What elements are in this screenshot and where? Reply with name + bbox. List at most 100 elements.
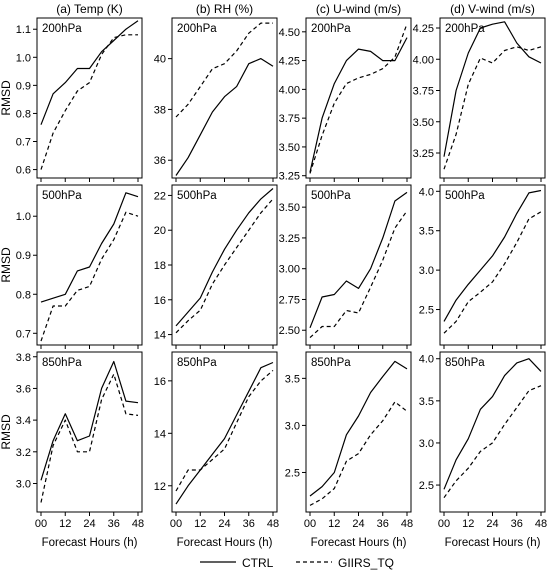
x-tick-label: 00: [438, 518, 450, 530]
y-tick-label: 3.8: [16, 352, 31, 364]
series-line-giirs-tq: [309, 401, 408, 506]
series-line-ctrl: [40, 192, 139, 303]
panel-frame: [439, 351, 546, 513]
y-tick-label: 3.5: [419, 396, 434, 408]
y-tick-label: 3.50: [413, 117, 434, 129]
series-line-giirs-tq: [40, 211, 139, 342]
x-tick-label: 00: [170, 518, 182, 530]
x-axis-label: Forecast Hours (h): [311, 537, 407, 549]
y-tick-label: 3.25: [413, 148, 434, 160]
series-line-giirs-tq: [175, 198, 274, 334]
y-tick-label: 4.0: [419, 186, 434, 198]
x-tick-label: 48: [267, 518, 279, 530]
y-tick-label: 4.00: [279, 84, 300, 96]
pressure-level-label: 500hPa: [311, 190, 351, 202]
y-tick-label: 0.8: [16, 289, 31, 301]
y-tick-label: 3.25: [279, 233, 300, 245]
x-axis-label: Forecast Hours (h): [445, 537, 541, 549]
y-tick-label: 0.7: [16, 137, 31, 149]
y-tick-label: 14: [154, 330, 166, 342]
y-tick-label: 4.0: [419, 354, 434, 366]
series-line-giirs-tq: [175, 22, 273, 118]
x-tick-label: 48: [132, 518, 144, 530]
x-tick-label: 48: [535, 518, 547, 530]
column-title: (d) V-wind (m/s): [450, 2, 535, 16]
x-axis-label: Forecast Hours (h): [177, 537, 273, 549]
series-line-giirs-tq: [443, 211, 542, 334]
series-line-ctrl: [443, 358, 542, 490]
x-tick-label: 12: [194, 518, 206, 530]
y-tick-label: 1.1: [16, 24, 31, 36]
y-tick-label: 2.5: [419, 480, 434, 492]
y-tick-label: 3.0: [285, 420, 300, 432]
panel-frame: [305, 351, 412, 513]
y-tick-label: 2.75: [279, 294, 300, 306]
y-tick-label: 3.0: [16, 478, 31, 490]
y-tick-label: 16: [154, 295, 166, 307]
x-tick-label: 36: [377, 518, 389, 530]
panel-frame: [171, 17, 278, 179]
column-title: (a) Temp (K): [56, 2, 122, 16]
series-line-ctrl: [175, 361, 274, 505]
series-line-ctrl: [309, 191, 408, 329]
y-tick-label: 4.25: [279, 56, 300, 68]
y-tick-label: 3.25: [279, 171, 300, 183]
panel-frame: [36, 184, 143, 346]
series-line-giirs-tq: [309, 210, 408, 339]
pressure-level-label: 850hPa: [177, 357, 217, 369]
series-line-giirs-tq: [40, 34, 138, 170]
panel-frame: [305, 17, 412, 179]
y-axis-label: RMSD: [0, 247, 13, 283]
series-line-ctrl: [175, 57, 274, 176]
y-tick-label: 3.5: [285, 373, 300, 385]
series-line-giirs-tq: [309, 23, 408, 174]
y-tick-label: 4.00: [413, 54, 434, 66]
y-tick-label: 4.25: [413, 23, 434, 35]
series-line-ctrl: [309, 360, 408, 497]
x-tick-label: 24: [486, 518, 498, 530]
y-tick-label: 40: [154, 54, 166, 66]
series-line-ctrl: [175, 188, 274, 327]
y-tick-label: 36: [154, 155, 166, 167]
pressure-level-label: 850hPa: [445, 357, 485, 369]
panel-frame: [305, 184, 412, 346]
column-title: (b) RH (%): [196, 2, 253, 16]
pressure-level-label: 500hPa: [42, 190, 82, 202]
legend-label-giirs-tq: GIIRS_TQ: [338, 556, 394, 570]
y-tick-label: 3.75: [279, 113, 300, 125]
y-axis-label: RMSD: [0, 80, 13, 116]
series-line-giirs-tq: [175, 369, 274, 492]
y-tick-label: 16: [154, 376, 166, 388]
y-tick-label: 3.75: [413, 86, 434, 98]
column-title: (c) U-wind (m/s): [316, 2, 401, 16]
panel-frame: [36, 17, 143, 179]
series-line-giirs-tq: [443, 385, 542, 499]
y-tick-label: 2.5: [419, 305, 434, 317]
y-tick-label: 12: [154, 481, 166, 493]
y-axis-label: RMSD: [0, 414, 13, 450]
y-tick-label: 18: [154, 260, 166, 272]
y-tick-label: 1.0: [16, 211, 31, 223]
y-tick-label: 2.5: [285, 467, 300, 479]
panel-frame: [36, 351, 143, 513]
y-tick-label: 38: [154, 104, 166, 116]
y-tick-label: 14: [154, 428, 166, 440]
y-tick-label: 3.2: [16, 447, 31, 459]
series-line-giirs-tq: [40, 373, 139, 503]
y-tick-label: 3.0: [419, 438, 434, 450]
y-tick-label: 0.9: [16, 80, 31, 92]
series-line-ctrl: [40, 20, 139, 125]
y-tick-label: 3.5: [419, 226, 434, 238]
pressure-level-label: 850hPa: [42, 357, 82, 369]
y-tick-label: 3.50: [279, 202, 300, 214]
pressure-level-label: 200hPa: [177, 23, 217, 35]
x-tick-label: 12: [59, 518, 71, 530]
y-tick-label: 0.9: [16, 250, 31, 262]
x-tick-label: 00: [35, 518, 47, 530]
pressure-level-label: 500hPa: [177, 190, 217, 202]
panel-frame: [439, 17, 546, 179]
y-tick-label: 3.6: [16, 383, 31, 395]
pressure-level-label: 500hPa: [445, 190, 485, 202]
y-tick-label: 3.0: [419, 265, 434, 277]
